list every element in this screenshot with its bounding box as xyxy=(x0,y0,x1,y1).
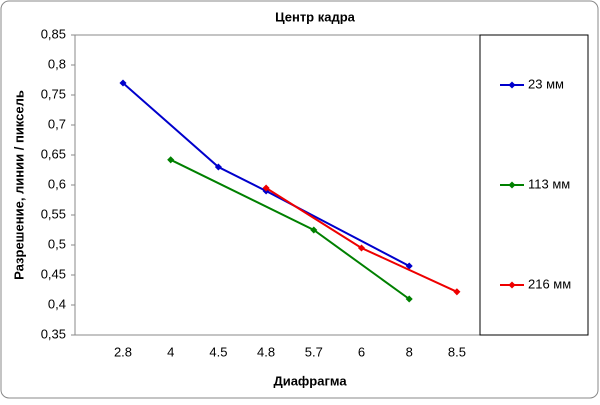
marker xyxy=(214,163,222,171)
x-tick-label: 6 xyxy=(358,344,365,359)
x-tick-label: 4.5 xyxy=(209,344,227,359)
legend-marker xyxy=(508,181,516,189)
x-axis-label: Диафрагма xyxy=(273,373,347,388)
y-tick-label: 0,35 xyxy=(41,326,66,341)
legend-label: 23 мм xyxy=(528,76,564,91)
marker xyxy=(167,156,175,164)
legend-marker xyxy=(508,281,516,289)
x-tick-label: 8 xyxy=(406,344,413,359)
marker xyxy=(310,226,318,234)
legend-marker xyxy=(508,81,516,89)
y-tick-label: 0,5 xyxy=(48,236,66,251)
y-axis-label: Разрешение, линии / пиксель xyxy=(11,90,26,280)
plot-area xyxy=(74,34,481,336)
y-tick-label: 0,6 xyxy=(48,176,66,191)
y-tick-label: 0,75 xyxy=(41,86,66,101)
legend-box xyxy=(479,34,589,336)
legend-label: 113 мм xyxy=(528,176,570,191)
x-tick-label: 5.7 xyxy=(305,344,323,359)
y-tick-label: 0,45 xyxy=(41,266,66,281)
x-tick-label: 2.8 xyxy=(114,344,132,359)
x-tick-label: 8.5 xyxy=(448,344,466,359)
y-tick-label: 0,4 xyxy=(48,296,66,311)
marker xyxy=(453,288,461,296)
y-tick-label: 0,7 xyxy=(48,116,66,131)
y-tick-label: 0,55 xyxy=(41,206,66,221)
marker xyxy=(357,244,366,252)
legend-label: 216 мм xyxy=(528,276,571,291)
y-tick-label: 0,85 xyxy=(41,26,66,41)
x-tick-label: 4.8 xyxy=(257,344,275,359)
marker xyxy=(119,79,127,87)
marker xyxy=(405,295,413,303)
y-tick-label: 0,8 xyxy=(48,56,66,71)
marker xyxy=(262,184,270,192)
chart-title: Центр кадра xyxy=(275,9,356,24)
series-line xyxy=(122,82,410,267)
y-tick-label: 0,65 xyxy=(41,146,66,161)
x-tick-label: 4 xyxy=(167,344,174,359)
marker xyxy=(405,262,413,270)
